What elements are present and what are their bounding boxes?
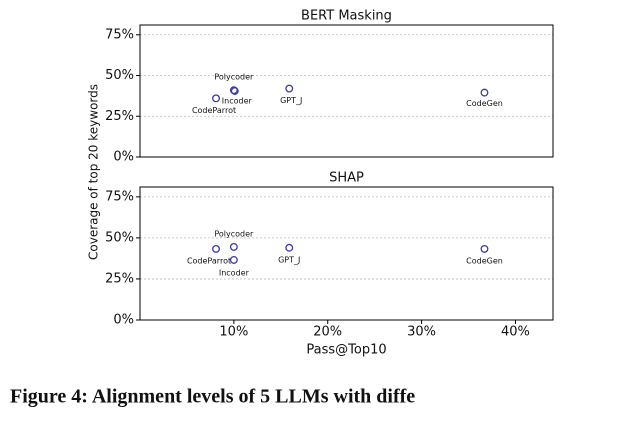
point-label: CodeGen [466, 99, 503, 108]
point-label: CodeParrot [192, 106, 236, 115]
point [230, 87, 239, 95]
x-tick-label: 20% [313, 325, 342, 340]
y-tick-label: 75% [105, 27, 134, 42]
y-axis-label: Coverage of top 20 keywords [87, 84, 101, 260]
point [229, 242, 238, 251]
x-tick-label: 10% [219, 325, 248, 340]
plot-frame [139, 24, 554, 158]
point [229, 86, 238, 95]
x-tick-label: 30% [407, 325, 436, 340]
point [229, 255, 238, 264]
y-tick-label: 0% [113, 313, 134, 328]
y-tick-label: 50% [105, 230, 134, 245]
x-tick-label: 40% [501, 325, 530, 340]
caption: Figure 4: Alignment levels of 5 LLMs wit… [10, 386, 415, 408]
point-label: CodeParrot [187, 256, 231, 265]
point-label: Incoder [219, 268, 250, 277]
point-label: Incoder [222, 97, 253, 106]
point-label: GPT_J [278, 255, 300, 264]
y-tick-label: 50% [105, 68, 134, 83]
subplot-title: BERT Masking [301, 9, 392, 24]
y-tick-label: 75% [105, 189, 134, 204]
point [480, 244, 489, 253]
point [285, 243, 294, 252]
point-label: GPT_J [280, 96, 302, 105]
x-axis-label: Pass@Top10 [306, 343, 386, 358]
point [285, 84, 294, 93]
point [480, 88, 489, 97]
point [212, 94, 220, 103]
point-label: Polycoder [214, 229, 254, 238]
point-label: CodeGen [466, 256, 503, 265]
subplot-title: SHAP [329, 171, 364, 186]
plot-frame [139, 186, 554, 321]
point-label: Polycoder [214, 73, 254, 82]
point [212, 244, 220, 253]
y-tick-label: 25% [105, 271, 134, 286]
y-tick-label: 25% [105, 109, 134, 124]
y-tick-label: 0% [113, 150, 134, 165]
